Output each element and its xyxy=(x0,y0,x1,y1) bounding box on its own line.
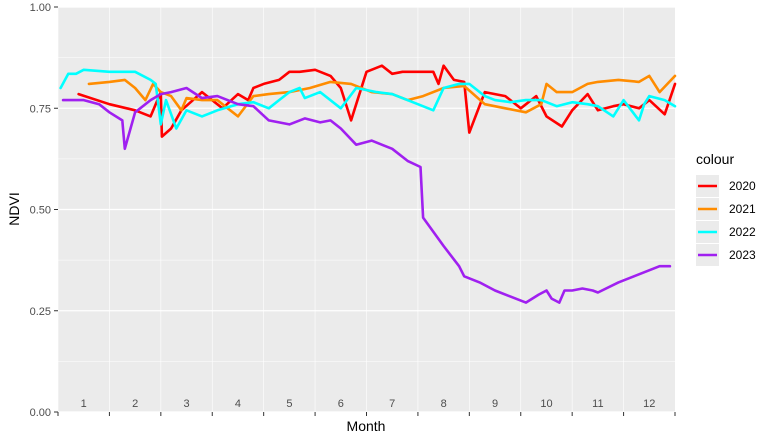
x-axis-title: Month xyxy=(347,418,386,434)
y-tick-label: 0.25 xyxy=(30,306,51,318)
series-line-2022 xyxy=(59,68,677,130)
y-axis-title: NDVI xyxy=(6,192,22,225)
series-line-2023 xyxy=(61,86,672,304)
legend: colour 2020 2021 2022 2023 xyxy=(696,151,756,266)
legend-label-2020: 2020 xyxy=(729,179,756,193)
legend-label-2022: 2022 xyxy=(729,225,756,239)
x-tick-label: 10 xyxy=(540,398,552,410)
y-tick-label: 1.00 xyxy=(30,2,51,14)
x-tick-label: 11 xyxy=(592,398,603,410)
legend-label-2021: 2021 xyxy=(729,202,756,216)
x-tick-label: 12 xyxy=(643,398,655,410)
x-tick-label: 4 xyxy=(235,398,241,410)
x-tick-label: 3 xyxy=(183,398,189,410)
x-tick-label: 8 xyxy=(441,398,447,410)
x-tick-label: 5 xyxy=(286,398,292,410)
x-tick-label: 7 xyxy=(389,398,395,410)
x-tick-label: 2 xyxy=(132,398,138,410)
series-line-2020 xyxy=(77,64,677,138)
x-tick-label: 1 xyxy=(81,398,87,410)
y-tick-label: 0.50 xyxy=(30,205,51,217)
legend-label-2023: 2023 xyxy=(729,248,756,262)
major-gridlines xyxy=(58,6,675,413)
y-tick-label: 0.75 xyxy=(30,103,51,115)
y-axis-ticks: 0.00 0.25 0.50 0.75 1.00 xyxy=(30,2,58,419)
x-tick-label: 6 xyxy=(338,398,344,410)
legend-title: colour xyxy=(696,151,734,167)
series-lines xyxy=(59,64,677,304)
x-tick-label: 9 xyxy=(492,398,498,410)
y-tick-label: 0.00 xyxy=(30,407,51,419)
x-axis-ticks: 1 2 3 4 5 6 7 8 9 10 11 12 xyxy=(57,398,676,416)
